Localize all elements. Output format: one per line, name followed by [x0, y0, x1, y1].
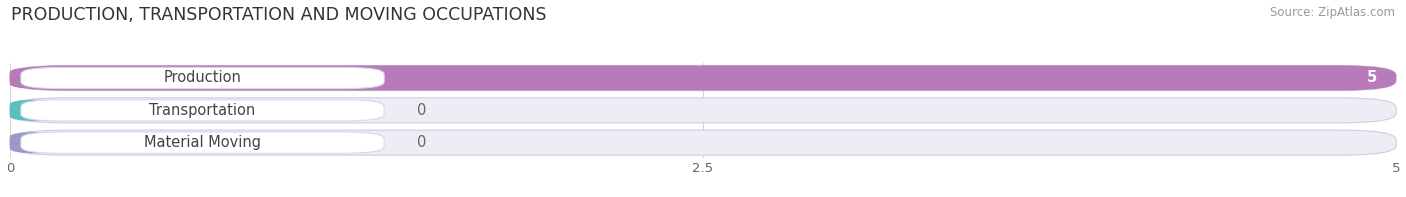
FancyBboxPatch shape	[10, 67, 59, 89]
Text: Transportation: Transportation	[149, 103, 256, 118]
FancyBboxPatch shape	[10, 132, 59, 153]
Text: 5: 5	[1367, 71, 1376, 85]
FancyBboxPatch shape	[10, 98, 1396, 123]
FancyBboxPatch shape	[21, 67, 384, 89]
Text: PRODUCTION, TRANSPORTATION AND MOVING OCCUPATIONS: PRODUCTION, TRANSPORTATION AND MOVING OC…	[11, 6, 547, 24]
Text: Source: ZipAtlas.com: Source: ZipAtlas.com	[1270, 6, 1395, 19]
FancyBboxPatch shape	[10, 65, 1396, 91]
Text: Production: Production	[163, 71, 242, 85]
Text: Material Moving: Material Moving	[143, 135, 262, 150]
FancyBboxPatch shape	[21, 100, 384, 121]
FancyBboxPatch shape	[10, 65, 1396, 91]
FancyBboxPatch shape	[10, 130, 1396, 155]
FancyBboxPatch shape	[10, 100, 59, 121]
Text: 0: 0	[418, 135, 427, 150]
Text: 0: 0	[418, 103, 427, 118]
FancyBboxPatch shape	[21, 132, 384, 153]
